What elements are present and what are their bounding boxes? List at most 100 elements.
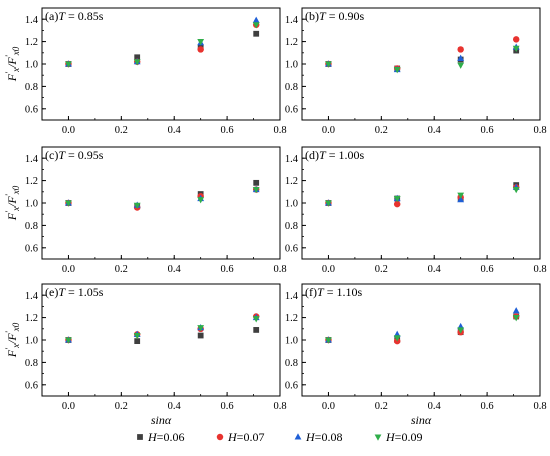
panel-annotation: (b)T = 0.90s <box>305 9 364 23</box>
y-tick-label: 1.4 <box>285 15 299 26</box>
y-tick-label: 0.8 <box>25 82 38 93</box>
data-point <box>253 327 260 333</box>
data-point <box>197 39 205 46</box>
data-point <box>457 195 465 203</box>
data-point <box>325 200 332 207</box>
y-tick-label: 0.8 <box>25 221 38 232</box>
data-point <box>393 335 401 342</box>
x-axis-label: sinα <box>151 413 172 427</box>
y-tick-label: 1.0 <box>285 199 298 210</box>
y-tick-label: 0.8 <box>25 358 38 369</box>
data-point <box>325 61 332 68</box>
legend-marker <box>137 434 143 440</box>
x-tick-label: 0.0 <box>62 401 75 412</box>
x-tick-label: 0.4 <box>428 401 442 412</box>
panel-annotation: (c)T = 0.95s <box>45 148 104 162</box>
x-tick-label: 0.6 <box>481 401 494 412</box>
y-tick-label: 0.6 <box>25 243 38 254</box>
data-point <box>252 187 260 194</box>
legend-marker <box>216 433 224 441</box>
data-point <box>133 202 141 209</box>
data-point <box>512 45 520 53</box>
panel-a: 0.6 0.8 1.0 1.2 1.4 0.0 0.2 0.4 0.6 0.8 (a)T = 0.8… <box>4 7 287 136</box>
y-tick-label: 1.2 <box>285 176 298 187</box>
plot-frame <box>41 283 281 397</box>
panel-c: 0.6 0.8 1.0 1.2 1.4 0.0 0.2 0.4 0.6 0.8 (c)T = 0.9… <box>4 146 287 275</box>
y-tick-label: 1.4 <box>25 15 39 26</box>
x-tick-label: 0.4 <box>168 125 182 136</box>
x-tick-label: 0.2 <box>115 125 128 136</box>
panel-annotation: (a)T = 0.85s <box>45 9 104 23</box>
y-tick-label: 1.4 <box>25 154 39 165</box>
y-tick-label: 0.6 <box>285 380 298 391</box>
panel-b: 0.6 0.8 1.0 1.2 1.4 0.0 0.2 0.4 0.6 0.8 (b)T = 0.9… <box>285 7 547 136</box>
panel-annotation: (f)T = 1.10s <box>305 285 362 299</box>
legend-marker <box>294 433 302 440</box>
data-point <box>457 62 465 69</box>
x-tick-label: 0.2 <box>375 125 388 136</box>
x-tick-label: 0.8 <box>533 264 546 275</box>
data-point <box>252 16 260 23</box>
x-tick-label: 0.6 <box>481 125 494 136</box>
data-point <box>393 195 401 203</box>
data-point <box>512 187 520 194</box>
data-point <box>252 316 260 323</box>
x-tick-label: 0.6 <box>481 264 494 275</box>
y-tick-label: 0.6 <box>285 104 298 115</box>
x-tick-label: 0.2 <box>375 264 388 275</box>
y-axis-label: F'x/F'x0 <box>4 185 21 221</box>
data-point <box>253 179 260 186</box>
y-tick-label: 0.6 <box>285 243 298 254</box>
plot-frame <box>41 146 281 260</box>
x-tick-label: 0.4 <box>168 264 182 275</box>
data-point <box>393 200 401 208</box>
y-tick-label: 1.4 <box>285 291 299 302</box>
data-point <box>134 54 141 61</box>
data-point <box>133 332 141 340</box>
y-tick-label: 1.4 <box>285 154 299 165</box>
plot-frame <box>41 7 281 121</box>
x-tick-label: 0.6 <box>221 264 234 275</box>
data-point <box>325 337 332 344</box>
data-point <box>197 332 204 339</box>
y-axis-label: F'x/F'x0 <box>4 46 21 82</box>
x-tick-label: 0.0 <box>62 264 75 275</box>
x-tick-label: 0.8 <box>533 401 546 412</box>
x-tick-label: 0.8 <box>273 264 286 275</box>
data-point <box>133 59 141 66</box>
plot-frame <box>301 146 541 260</box>
y-tick-label: 1.0 <box>285 336 298 347</box>
data-point <box>197 46 204 53</box>
y-tick-label: 1.2 <box>25 37 38 48</box>
x-tick-label: 0.6 <box>221 401 234 412</box>
y-tick-label: 0.8 <box>285 221 298 232</box>
data-point <box>512 315 520 322</box>
x-tick-label: 0.8 <box>273 125 286 136</box>
legend-entry: H=0.07 <box>227 430 264 444</box>
x-tick-label: 0.4 <box>168 401 182 412</box>
x-tick-label: 0.0 <box>322 264 335 275</box>
y-tick-label: 1.0 <box>25 336 38 347</box>
panel-annotation: (d)T = 1.00s <box>305 148 364 162</box>
legend-marker <box>374 434 382 441</box>
plot-frame <box>301 7 541 121</box>
x-tick-label: 0.0 <box>322 401 335 412</box>
data-point <box>512 36 520 43</box>
panel-f: 0.6 0.8 1.0 1.2 1.4 0.0 0.2 0.4 0.6 0.8 (f)T = 1.1… <box>285 283 547 427</box>
x-tick-label: 0.6 <box>221 125 234 136</box>
legend-entry: H=0.08 <box>305 430 342 444</box>
data-point <box>457 46 464 53</box>
y-tick-label: 0.8 <box>285 82 298 93</box>
data-point <box>512 307 520 314</box>
legend: H=0.06 H=0.07 H=0.08 H=0.09 <box>137 430 422 444</box>
x-tick-label: 0.8 <box>533 125 546 136</box>
y-tick-label: 1.2 <box>285 313 298 324</box>
x-tick-label: 0.2 <box>115 264 128 275</box>
data-point <box>197 197 205 204</box>
data-point <box>134 338 141 345</box>
x-tick-label: 0.0 <box>322 125 335 136</box>
x-axis-label: sinα <box>411 413 432 427</box>
legend-entry: H=0.09 <box>385 430 422 444</box>
data-point <box>457 327 465 334</box>
panel-d: 0.6 0.8 1.0 1.2 1.4 0.0 0.2 0.4 0.6 0.8 (d)T = 1.0… <box>285 146 547 275</box>
